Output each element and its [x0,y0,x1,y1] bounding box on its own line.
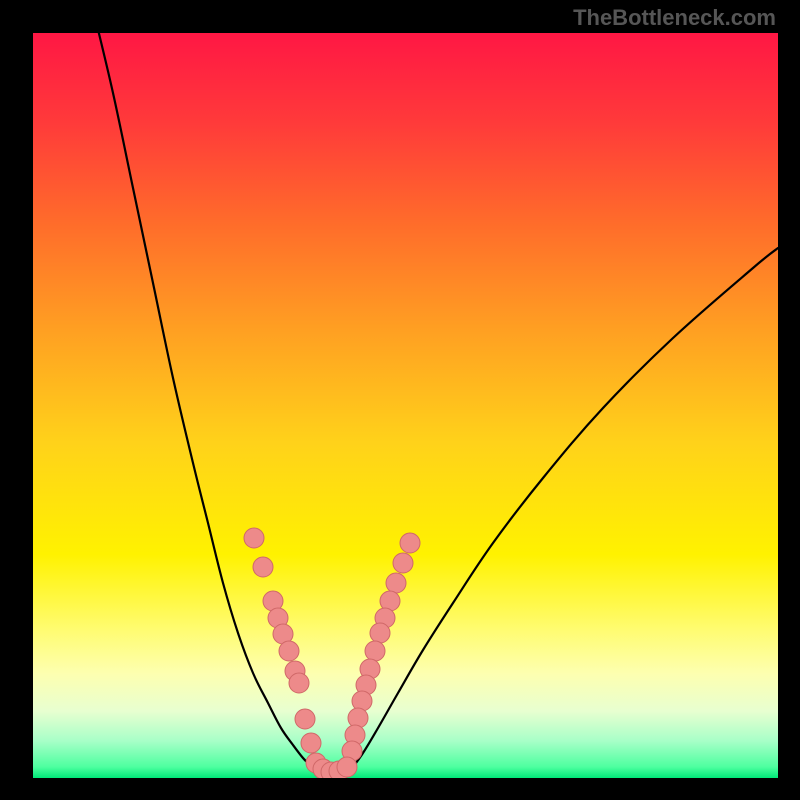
chart-svg [33,33,778,778]
watermark-text: TheBottleneck.com [573,5,776,31]
plot-area [33,33,778,778]
chart-container: TheBottleneck.com [0,0,800,800]
